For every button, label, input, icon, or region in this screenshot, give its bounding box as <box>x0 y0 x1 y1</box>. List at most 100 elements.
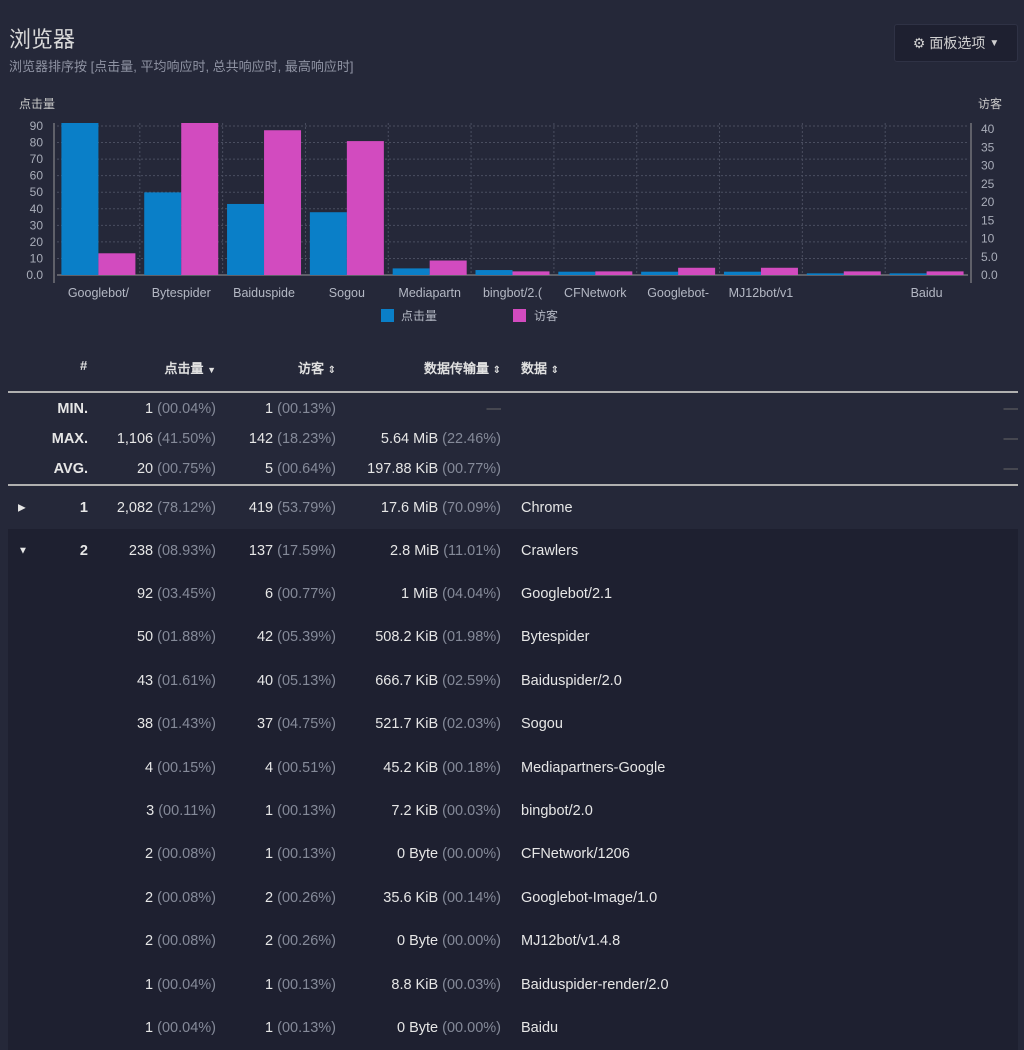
table-row[interactable]: 3 (00.11%) 1 (00.13%) 7.2 KiB (00.03%) bing… <box>8 789 1018 833</box>
bandwidth-cell: 0 Byte (00.00%) <box>397 933 501 949</box>
visitors-cell: 1 (00.13%) <box>265 1020 336 1036</box>
table-row[interactable]: 50 (01.88%) 42 (05.39%) 508.2 KiB (01.98%)… <box>8 615 1018 660</box>
bar-visitors <box>264 130 302 275</box>
data-cell: Googlebot/2.1 <box>521 586 612 602</box>
hits-cell-value: 92 <box>136 586 154 603</box>
visitors-cell: 37 (04.75%) <box>257 716 336 732</box>
bandwidth-cell-percent: (70.09%) <box>438 499 501 516</box>
data-cell: MJ12bot/v1.4.8 <box>521 933 620 949</box>
table-row[interactable]: 2 (00.08%) 2 (00.26%) 35.6 KiB (00.14%) Goo… <box>8 876 1018 920</box>
table-row[interactable]: 1 (00.04%) 1 (00.13%) 0 Byte (00.00%) Baidu <box>8 1006 1018 1050</box>
hits-cell-value: 1 <box>145 401 154 417</box>
hits-cell: 4 (00.15%) <box>145 760 216 776</box>
table-row[interactable]: 38 (01.43%) 37 (04.75%) 521.7 KiB (02.03%)… <box>8 702 1018 746</box>
y-tick-right: 10 <box>981 232 995 246</box>
col-header-bandwidth-label: 数据传输量 <box>423 361 489 376</box>
group-row[interactable]: ▶ 1 2,082 (78.12%) 419 (53.79%) 17.6 MiB (70… <box>8 486 1018 529</box>
table-row[interactable]: 92 (03.45%) 6 (00.77%) 1 MiB (04.04%) Googl… <box>8 572 1018 616</box>
hits-cell-value: 1,106 <box>116 431 154 447</box>
hits-cell-value: 238 <box>128 542 154 559</box>
visitors-cell-percent: (00.13%) <box>273 401 336 417</box>
panel-title: 浏览器 <box>9 27 76 52</box>
collapse-icon[interactable]: ▼ <box>18 545 28 556</box>
bar-hits <box>889 273 927 275</box>
stats-row-avg: AVG. 20 (00.75%) 5 (00.64%) 197.88 KiB (00.… <box>8 454 1018 484</box>
table-row[interactable]: 4 (00.15%) 4 (00.51%) 45.2 KiB (00.18%) Med… <box>8 746 1018 790</box>
bandwidth-cell-percent: (00.00%) <box>438 933 501 950</box>
y-tick-left: 80 <box>30 136 44 150</box>
bar-visitors <box>346 141 384 275</box>
hits-cell: 43 (01.61%) <box>137 673 216 689</box>
visitors-cell-value: 6 <box>265 586 274 603</box>
col-header-num[interactable]: # <box>80 358 88 373</box>
data-cell: Baidu <box>521 1020 558 1036</box>
bandwidth-cell-value: 45.2 KiB <box>383 759 439 776</box>
visitors-cell-percent: (53.79%) <box>273 499 336 516</box>
table-row[interactable]: 43 (01.61%) 40 (05.13%) 666.7 KiB (02.59%)… <box>8 659 1018 703</box>
bandwidth-cell: 666.7 KiB (02.59%) <box>375 673 501 689</box>
table-row[interactable]: 2 (00.08%) 1 (00.13%) 0 Byte (00.00%) CFNet… <box>8 832 1018 877</box>
data-cell: — <box>1004 431 1019 447</box>
hits-cell-percent: (00.15%) <box>153 759 216 776</box>
bandwidth-cell-value: 8.8 KiB <box>391 976 439 993</box>
x-tick-label: Googlebot- <box>647 286 709 300</box>
col-header-visitors-label: 访客 <box>297 361 324 376</box>
col-header-bandwidth[interactable]: 数据传输量 ⇕ <box>424 358 501 377</box>
visitors-cell-percent: (00.26%) <box>273 933 336 950</box>
data-cell: Chrome <box>521 500 573 516</box>
x-tick-label: MJ12bot/v1 <box>729 286 794 300</box>
visitors-cell: 5 (00.64%) <box>265 461 336 477</box>
visitors-cell-percent: (17.59%) <box>273 542 336 559</box>
visitors-cell-value: 1 <box>265 1020 274 1037</box>
expand-icon[interactable]: ▶ <box>18 502 26 513</box>
hits-cell: 1,106 (41.50%) <box>117 431 216 447</box>
data-cell: Googlebot-Image/1.0 <box>521 890 657 906</box>
col-header-hits[interactable]: 点击量 ▼ <box>164 358 216 377</box>
visitors-cell-percent: (00.26%) <box>273 889 336 906</box>
bandwidth-cell-percent: (00.14%) <box>438 889 501 906</box>
x-tick-label: CFNetwork <box>564 286 627 300</box>
table-row[interactable]: 2 (00.08%) 2 (00.26%) 0 Byte (00.00%) MJ12b… <box>8 919 1018 963</box>
col-header-visitors[interactable]: 访客 ⇕ <box>298 358 336 377</box>
hits-cell-value: 20 <box>136 461 154 477</box>
panel-options-button[interactable]: ⚙ 面板选项 ▼ <box>894 24 1018 62</box>
y-tick-right: 40 <box>981 122 995 136</box>
x-tick-label: Baiduspide <box>233 286 295 300</box>
data-cell-value: — <box>1003 431 1019 447</box>
bandwidth-cell: 2.8 MiB (11.01%) <box>390 543 501 559</box>
hits-cell-percent: (00.08%) <box>153 933 216 950</box>
row-number-value: 1 <box>79 499 88 516</box>
hits-cell-value: 50 <box>136 629 154 646</box>
visitors-cell-value: 2 <box>265 889 274 906</box>
col-header-data[interactable]: 数据 ⇕ <box>521 358 559 377</box>
sort-icon: ⇕ <box>327 365 336 376</box>
hits-cell: 38 (01.43%) <box>137 716 216 732</box>
col-header-data-label: 数据 <box>521 361 548 376</box>
hits-cell-value: 2 <box>145 933 154 950</box>
bandwidth-cell-value: 508.2 KiB <box>375 629 439 646</box>
sort-icon: ⇕ <box>550 365 560 376</box>
bar-visitors <box>926 271 964 275</box>
visitors-cell-value: 42 <box>256 629 274 646</box>
hits-cell-value: 1 <box>145 976 154 993</box>
bandwidth-cell-percent: (11.01%) <box>439 542 501 559</box>
y-tick-left: 30 <box>30 218 44 232</box>
hits-cell-value: 3 <box>146 803 155 820</box>
group-row[interactable]: ▼ 2 238 (08.93%) 137 (17.59%) 2.8 MiB (11.01… <box>8 529 1018 573</box>
bandwidth-cell-percent: (02.03%) <box>438 716 501 733</box>
x-tick-label: Googlebot/ <box>68 286 130 300</box>
data-cell-value: bingbot/2.0 <box>521 803 593 820</box>
legend-swatch-hits <box>381 309 394 322</box>
visitors-cell: 1 (00.13%) <box>265 846 336 862</box>
panel-options-label: 面板选项 <box>929 35 986 51</box>
table-row[interactable]: 1 (00.04%) 1 (00.13%) 8.8 KiB (00.03%) Baid… <box>8 963 1018 1007</box>
bandwidth-cell-percent: (04.04%) <box>438 586 501 603</box>
y-tick-right: 5.0 <box>981 250 998 264</box>
visitors-cell: 2 (00.26%) <box>265 933 336 949</box>
data-cell-value: Baiduspider-render/2.0 <box>521 976 669 993</box>
visitors-cell-percent: (05.39%) <box>273 629 336 646</box>
visitors-cell-value: 40 <box>256 672 274 689</box>
data-cell-value: Baiduspider/2.0 <box>521 672 622 689</box>
data-cell-value: Mediapartners-Google <box>521 759 666 776</box>
y-tick-left: 10 <box>30 251 44 265</box>
